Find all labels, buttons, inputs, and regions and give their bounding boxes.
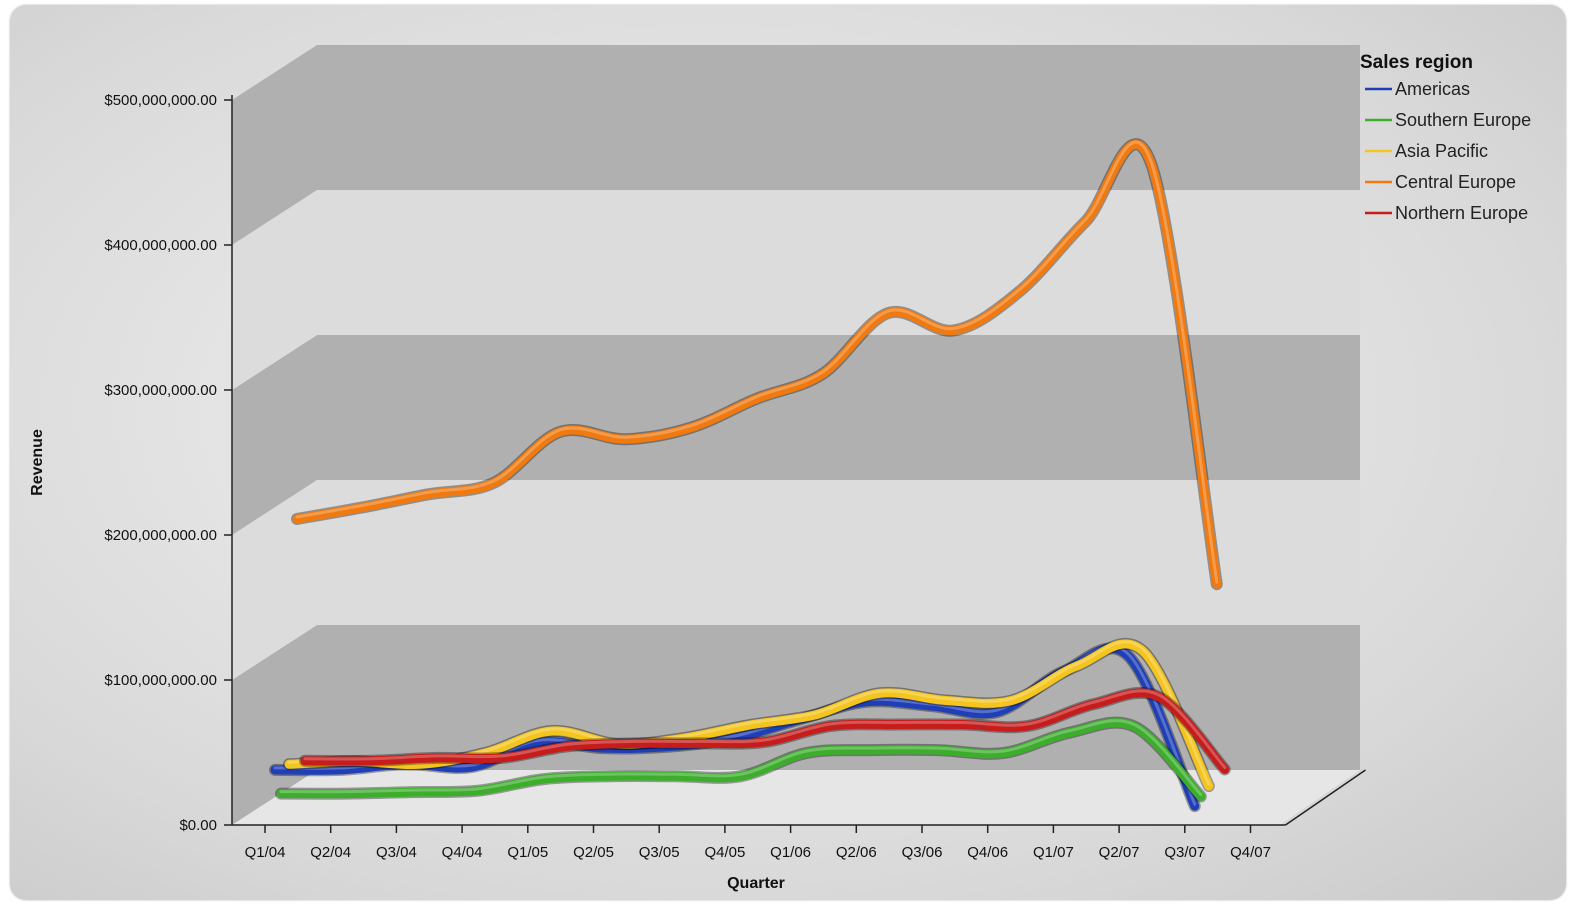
y-tick-label: $200,000,000.00 — [104, 527, 217, 544]
series-ribbon-highlight — [295, 140, 1219, 584]
x-tick-label: Q3/07 — [1164, 844, 1205, 861]
x-tick-label: Q1/07 — [1033, 844, 1074, 861]
wall-band-left — [232, 45, 317, 245]
x-tick-label: Q2/07 — [1099, 844, 1140, 861]
series-line-southern-europe — [276, 718, 1206, 801]
series-layer — [269, 138, 1231, 813]
y-tick-label: $0.00 — [179, 817, 217, 834]
x-tick-label: Q2/06 — [836, 844, 877, 861]
legend-entry-central-europe: Central Europe — [1395, 172, 1516, 192]
x-tick-label: Q4/04 — [442, 844, 483, 861]
x-tick-label: Q2/04 — [310, 844, 351, 861]
x-tick-label: Q1/06 — [770, 844, 811, 861]
x-axis: Q1/04 Q2/04 Q3/04 Q4/04 Q1/05 Q2/05 Q3/05 Q4/05… — [232, 769, 1366, 861]
chart-frame: $0.00 $100,000,000.00 $200,000,000.00 $300,… — [10, 5, 1566, 900]
y-tick-label: $500,000,000.00 — [104, 92, 217, 109]
legend-entry-northern-europe: Northern Europe — [1395, 203, 1528, 223]
x-tick-label: Q4/05 — [704, 844, 745, 861]
legend-title: Sales region — [1360, 52, 1473, 73]
wall-band-back — [317, 190, 1360, 335]
x-tick-label: Q2/05 — [573, 844, 614, 861]
wall-band-back — [317, 480, 1360, 625]
legend-entry-southern-europe: Southern Europe — [1395, 110, 1531, 130]
series-ribbon-highlight — [303, 689, 1227, 769]
y-axis-title: Revenue — [29, 429, 46, 496]
x-tick-label: Q4/07 — [1230, 844, 1271, 861]
wall-band-left — [232, 625, 317, 825]
legend-entry-asia-pacific: Asia Pacific — [1395, 141, 1488, 161]
y-axis: $0.00 $100,000,000.00 $200,000,000.00 $300,… — [104, 92, 233, 834]
x-tick-label: Q3/05 — [639, 844, 680, 861]
y-tick-label: $300,000,000.00 — [104, 382, 217, 399]
x-axis-depth-line — [1285, 769, 1366, 826]
revenue-line-chart: $0.00 $100,000,000.00 $200,000,000.00 $300,… — [29, 45, 1531, 892]
y-tick-label: $100,000,000.00 — [104, 672, 217, 689]
wall-band-left — [232, 480, 317, 680]
y-tick-label: $400,000,000.00 — [104, 237, 217, 254]
x-tick-label: Q4/06 — [967, 844, 1008, 861]
x-axis-title: Quarter — [727, 875, 785, 892]
series-ribbon-highlight — [279, 719, 1203, 796]
x-tick-label: Q1/05 — [507, 844, 548, 861]
series-line-northern-europe — [300, 688, 1230, 774]
wall-band-left — [232, 335, 317, 535]
wall-band-left — [232, 190, 317, 390]
legend: Sales region Americas Southern Europe Asia… — [1360, 52, 1531, 223]
chart-walls — [232, 45, 1360, 825]
wall-band-back — [317, 45, 1360, 190]
x-tick-label: Q3/04 — [376, 844, 417, 861]
legend-entry-americas: Americas — [1395, 79, 1470, 99]
x-tick-label: Q3/06 — [902, 844, 943, 861]
series-line-central-europe — [292, 139, 1222, 589]
x-tick-label: Q1/04 — [245, 844, 286, 861]
